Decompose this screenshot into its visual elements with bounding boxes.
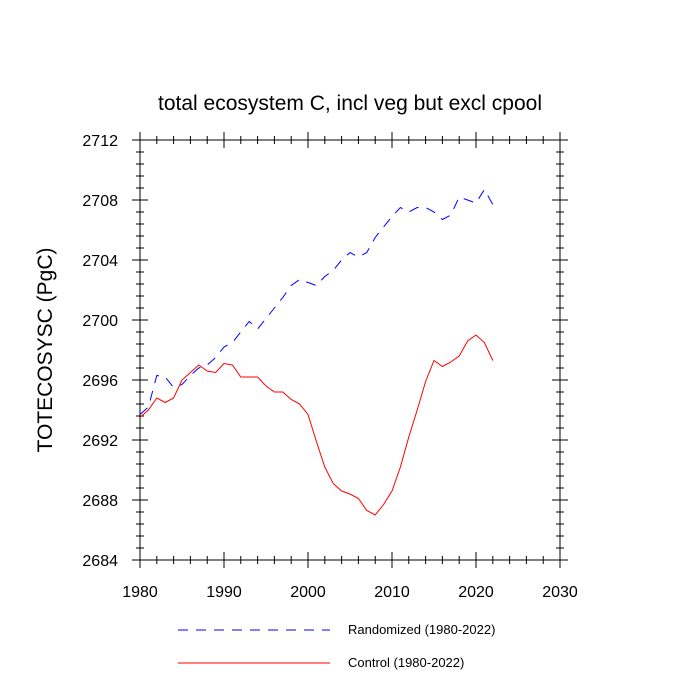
chart-title: total ecosystem C, incl veg but excl cpo… [158, 92, 542, 115]
y-tick-labels: 2684 2688 2692 2696 2700 2704 2708 2712 [82, 133, 118, 570]
y-tick-label: 2712 [82, 133, 118, 150]
series-line-control [139, 334, 494, 516]
legend: Randomized (1980-2022) Control (1980-202… [178, 622, 495, 670]
x-tick-label: 1990 [206, 584, 242, 601]
major-ticks [132, 132, 568, 568]
series-line-randomized [139, 188, 494, 415]
minor-ticks [136, 136, 564, 564]
y-tick-label: 2708 [82, 193, 118, 210]
y-tick-label: 2688 [82, 493, 118, 510]
legend-label-control: Control (1980-2022) [348, 655, 464, 670]
x-tick-label: 1980 [122, 584, 158, 601]
series-lines [139, 188, 494, 516]
x-tick-label: 2010 [374, 584, 410, 601]
y-tick-label: 2684 [82, 553, 118, 570]
y-tick-label: 2696 [82, 373, 118, 390]
plot-area-frame [139, 139, 561, 561]
legend-label-randomized: Randomized (1980-2022) [348, 622, 495, 637]
x-tick-label: 2030 [542, 584, 578, 601]
x-tick-label: 2000 [290, 584, 326, 601]
y-tick-label: 2692 [82, 433, 118, 450]
y-axis-label: TOTECOSYSC (PgC) [34, 248, 57, 453]
x-tick-label: 2020 [458, 584, 494, 601]
y-tick-label: 2700 [82, 313, 118, 330]
x-tick-labels: 1980 1990 2000 2010 2020 2030 [122, 584, 578, 601]
y-tick-label: 2704 [82, 253, 118, 270]
